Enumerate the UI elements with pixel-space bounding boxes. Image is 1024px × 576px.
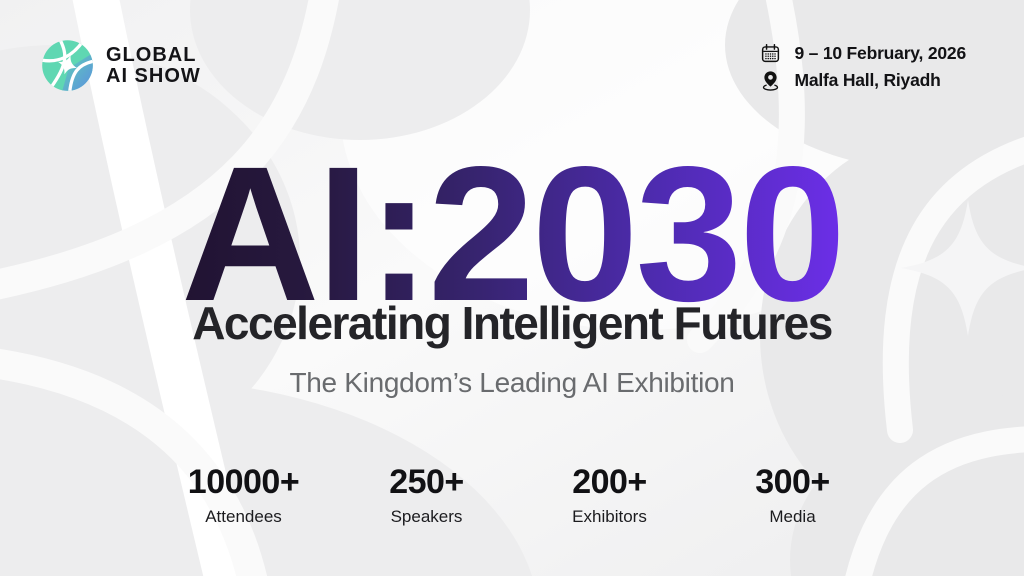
- stat-exhibitors: 200+ Exhibitors: [518, 465, 701, 525]
- event-venue: Malfa Hall, Riyadh: [794, 70, 941, 90]
- stat-label: Exhibitors: [572, 507, 647, 526]
- stats-row: 10000+ Attendees 250+ Speakers 200+ Exhi…: [152, 465, 884, 525]
- stat-label: Speakers: [390, 507, 463, 526]
- stat-value: 200+: [572, 463, 647, 501]
- event-date-row: 9 – 10 February, 2026: [760, 43, 966, 64]
- brand-name-line2: AI SHOW: [106, 64, 201, 87]
- calendar-icon: [760, 43, 781, 64]
- brand: GLOBAL AI SHOW: [40, 38, 201, 93]
- hero-section: AI:2030 Accelerating Intelligent Futures…: [180, 126, 846, 398]
- global-ai-show-logo-icon: [40, 38, 95, 93]
- event-venue-row: Malfa Hall, Riyadh: [760, 70, 966, 91]
- brand-name: GLOBAL AI SHOW: [106, 43, 201, 87]
- stat-value: 10000+: [187, 463, 300, 501]
- stat-value: 250+: [389, 463, 464, 501]
- hero-subtitle: Accelerating Intelligent Futures: [192, 297, 833, 349]
- stat-media: 300+ Media: [701, 465, 884, 525]
- stat-label: Media: [769, 507, 816, 526]
- stat-value: 300+: [755, 463, 830, 501]
- stat-attendees: 10000+ Attendees: [152, 465, 335, 525]
- brand-name-line1: GLOBAL: [106, 43, 197, 66]
- hero-title: AI:2030: [180, 126, 846, 341]
- hero-tagline: The Kingdom’s Leading AI Exhibition: [289, 367, 735, 398]
- stat-speakers: 250+ Speakers: [335, 465, 518, 525]
- stat-label: Attendees: [205, 507, 282, 526]
- event-info: 9 – 10 February, 2026 Malfa Hall, Riyadh: [760, 43, 966, 91]
- location-pin-icon: [760, 70, 781, 91]
- header: GLOBAL AI SHOW: [40, 38, 966, 93]
- event-date: 9 – 10 February, 2026: [794, 43, 966, 63]
